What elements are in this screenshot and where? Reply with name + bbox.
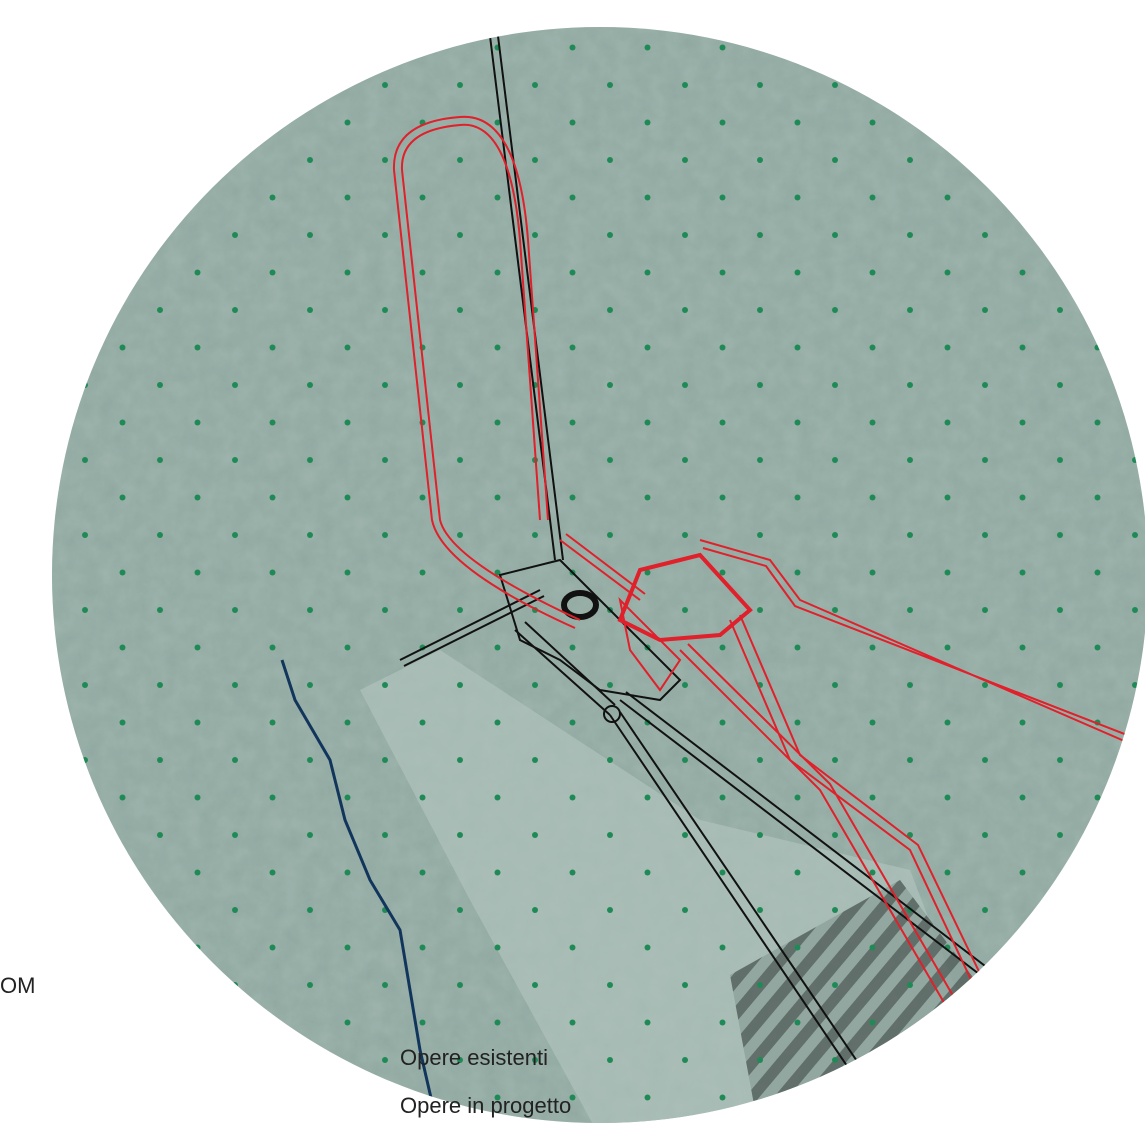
legend-item: Opere in progetto (400, 1093, 571, 1118)
planned-works (392, 115, 1145, 1031)
existing-works (399, 27, 1011, 1101)
legend-title: OM (0, 973, 35, 998)
legend-item: Opere esistenti (400, 1045, 548, 1070)
river (280, 659, 442, 1123)
